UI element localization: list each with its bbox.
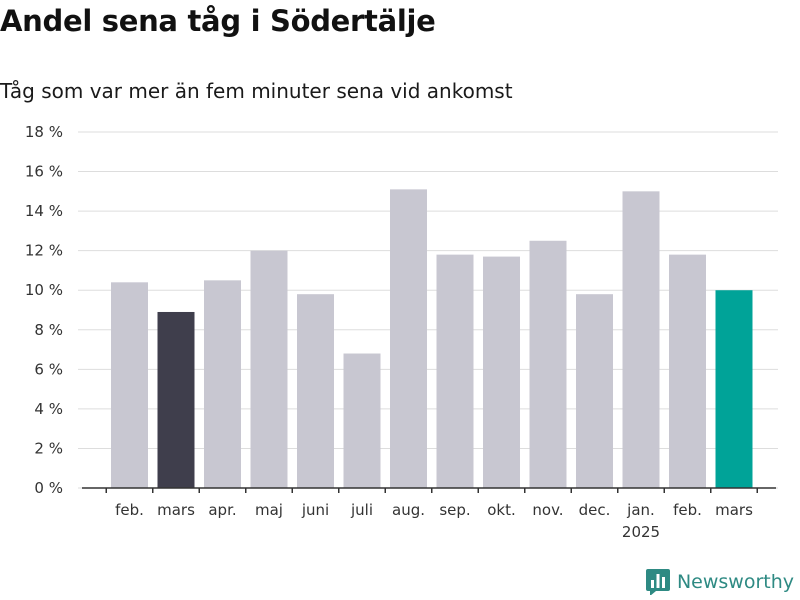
- bar: [111, 282, 148, 488]
- x-tick-label: maj: [255, 501, 283, 519]
- newsworthy-brand: Newsworthy: [645, 569, 794, 595]
- bar: [157, 311, 195, 488]
- y-tick-label: 6 %: [34, 360, 63, 378]
- bars: [111, 189, 753, 489]
- x-tick-label: mars: [157, 501, 195, 519]
- y-tick-label: 0 %: [34, 479, 63, 497]
- x-tick-sublabel: 2025: [622, 523, 660, 541]
- y-axis-ticks: 0 % 2 % 4 % 6 % 8 % 10 % 12 % 14 % 16 % 18 %: [25, 123, 63, 497]
- x-tick-label: okt.: [487, 501, 516, 519]
- y-tick-label: 10 %: [25, 281, 63, 299]
- chart-title: Andel sena tåg i Södertälje: [0, 4, 436, 38]
- bar: [715, 290, 753, 488]
- x-tick-label: nov.: [532, 501, 563, 519]
- x-tick-label: mars: [715, 501, 753, 519]
- bar: [204, 280, 241, 488]
- y-tick-label: 18 %: [25, 123, 63, 141]
- y-tick-label: 14 %: [25, 202, 63, 220]
- x-tick-label: juli: [350, 501, 373, 519]
- x-tick-label: feb.: [673, 501, 702, 519]
- x-tick-label: apr.: [208, 501, 236, 519]
- bar: [529, 240, 567, 488]
- bar: [622, 191, 660, 489]
- x-tick-label: jan.: [626, 501, 655, 519]
- x-tick-label: aug.: [392, 501, 425, 519]
- x-tick-label: dec.: [579, 501, 611, 519]
- x-tick-label: juni: [301, 501, 329, 519]
- bar: [576, 294, 613, 488]
- bar: [297, 294, 334, 488]
- chart-subtitle: Tåg som var mer än fem minuter sena vid …: [0, 79, 513, 103]
- bar: [669, 254, 706, 488]
- x-tick-label: feb.: [115, 501, 144, 519]
- bar: [390, 189, 427, 488]
- gridlines: [78, 131, 778, 489]
- y-tick-label: 16 %: [25, 163, 63, 181]
- x-axis: feb. mars apr. maj juni juli aug. sep. okt. nov. d…: [82, 487, 776, 541]
- y-tick-label: 4 %: [34, 400, 63, 418]
- bar: [483, 256, 520, 488]
- bar: [250, 250, 288, 488]
- bar: [343, 353, 381, 488]
- brand-name: Newsworthy: [676, 571, 794, 593]
- bar-chart-logo-icon: [645, 569, 670, 595]
- y-tick-label: 8 %: [34, 321, 63, 339]
- x-tick-label: sep.: [439, 501, 470, 519]
- y-tick-label: 2 %: [34, 439, 63, 457]
- y-tick-label: 12 %: [25, 242, 63, 260]
- bar: [436, 254, 474, 488]
